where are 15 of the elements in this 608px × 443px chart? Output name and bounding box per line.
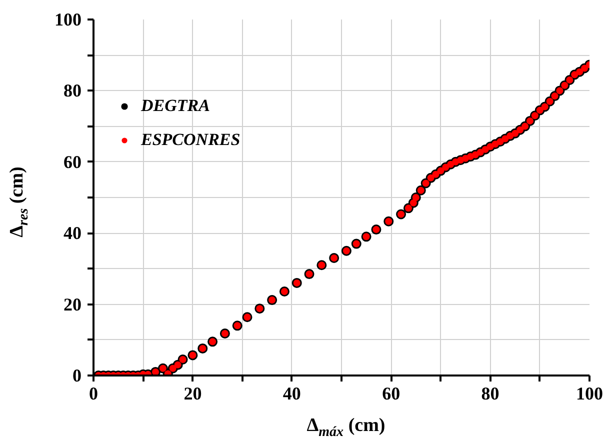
y-tick-label: 20 xyxy=(64,294,82,314)
y-tick-label: 60 xyxy=(64,152,82,172)
legend-label: DEGTRA xyxy=(141,96,210,116)
legend-label: ESPCONRES xyxy=(141,130,240,150)
x-tick-label: 40 xyxy=(282,384,301,404)
y-tick-label: 80 xyxy=(64,80,82,101)
x-axis-title: Δ$_{máx}$ (cm) xyxy=(306,415,386,440)
x-tick-label: 0 xyxy=(89,384,98,404)
x-tick-label: 80 xyxy=(481,384,500,404)
x-tick-label: 60 xyxy=(382,384,400,404)
x-tick-label: 20 xyxy=(184,384,202,404)
y-tick-label: 0 xyxy=(72,366,82,386)
x-tick-label: 100 xyxy=(576,384,603,404)
y-tick-label: 40 xyxy=(64,223,82,244)
y-tick-label: 100 xyxy=(54,10,82,30)
